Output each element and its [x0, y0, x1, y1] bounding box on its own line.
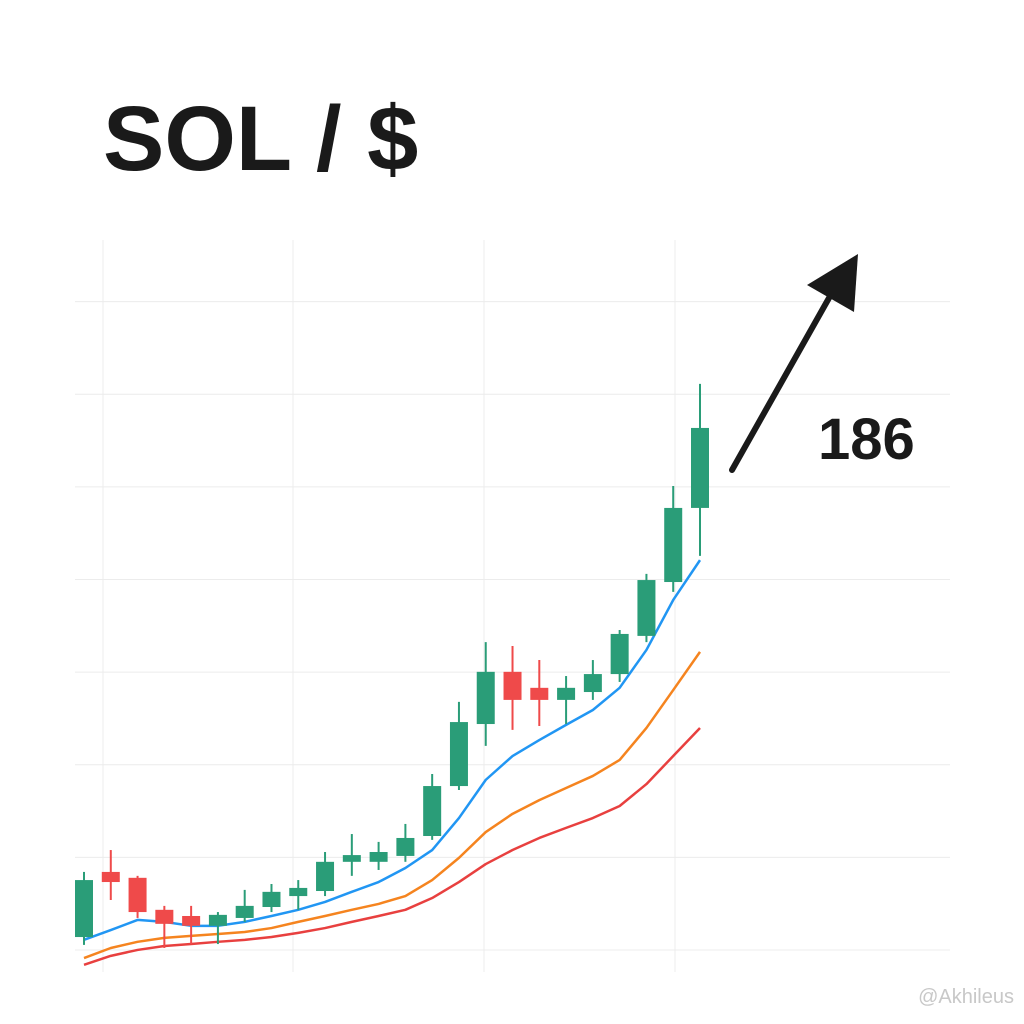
arrow-head — [807, 254, 858, 312]
candle-body — [342, 855, 361, 862]
candle-body — [128, 877, 147, 913]
candle-body — [476, 671, 495, 725]
watermark: @Akhileus — [918, 986, 1014, 1008]
chart-title: SOL / $ — [103, 88, 418, 190]
candle-body — [101, 871, 120, 883]
candle-body — [396, 837, 415, 856]
moving-average-line — [83, 559, 702, 942]
price-annotation: 186 — [818, 407, 915, 472]
candle-body — [155, 909, 174, 924]
plot-area — [75, 301, 950, 967]
candle-body — [583, 674, 602, 693]
candle-body — [557, 687, 576, 700]
trend-arrow — [729, 279, 841, 473]
candle-body — [664, 507, 683, 583]
candle-body — [75, 880, 93, 938]
candle-body — [182, 915, 201, 926]
moving-average-line — [83, 651, 702, 960]
candle-body — [637, 580, 656, 636]
candle-body — [691, 427, 709, 508]
candle-body — [262, 891, 281, 908]
candle-body — [449, 722, 468, 787]
candle-body — [289, 887, 308, 897]
candle-body — [530, 687, 549, 700]
candle-body — [369, 852, 388, 862]
candle-body — [208, 914, 227, 926]
moving-average-line — [83, 727, 701, 967]
candle-body — [503, 671, 522, 700]
candle-body — [423, 786, 442, 837]
candle-body — [316, 861, 335, 892]
candle-body — [610, 633, 629, 675]
candle-body — [235, 905, 254, 918]
